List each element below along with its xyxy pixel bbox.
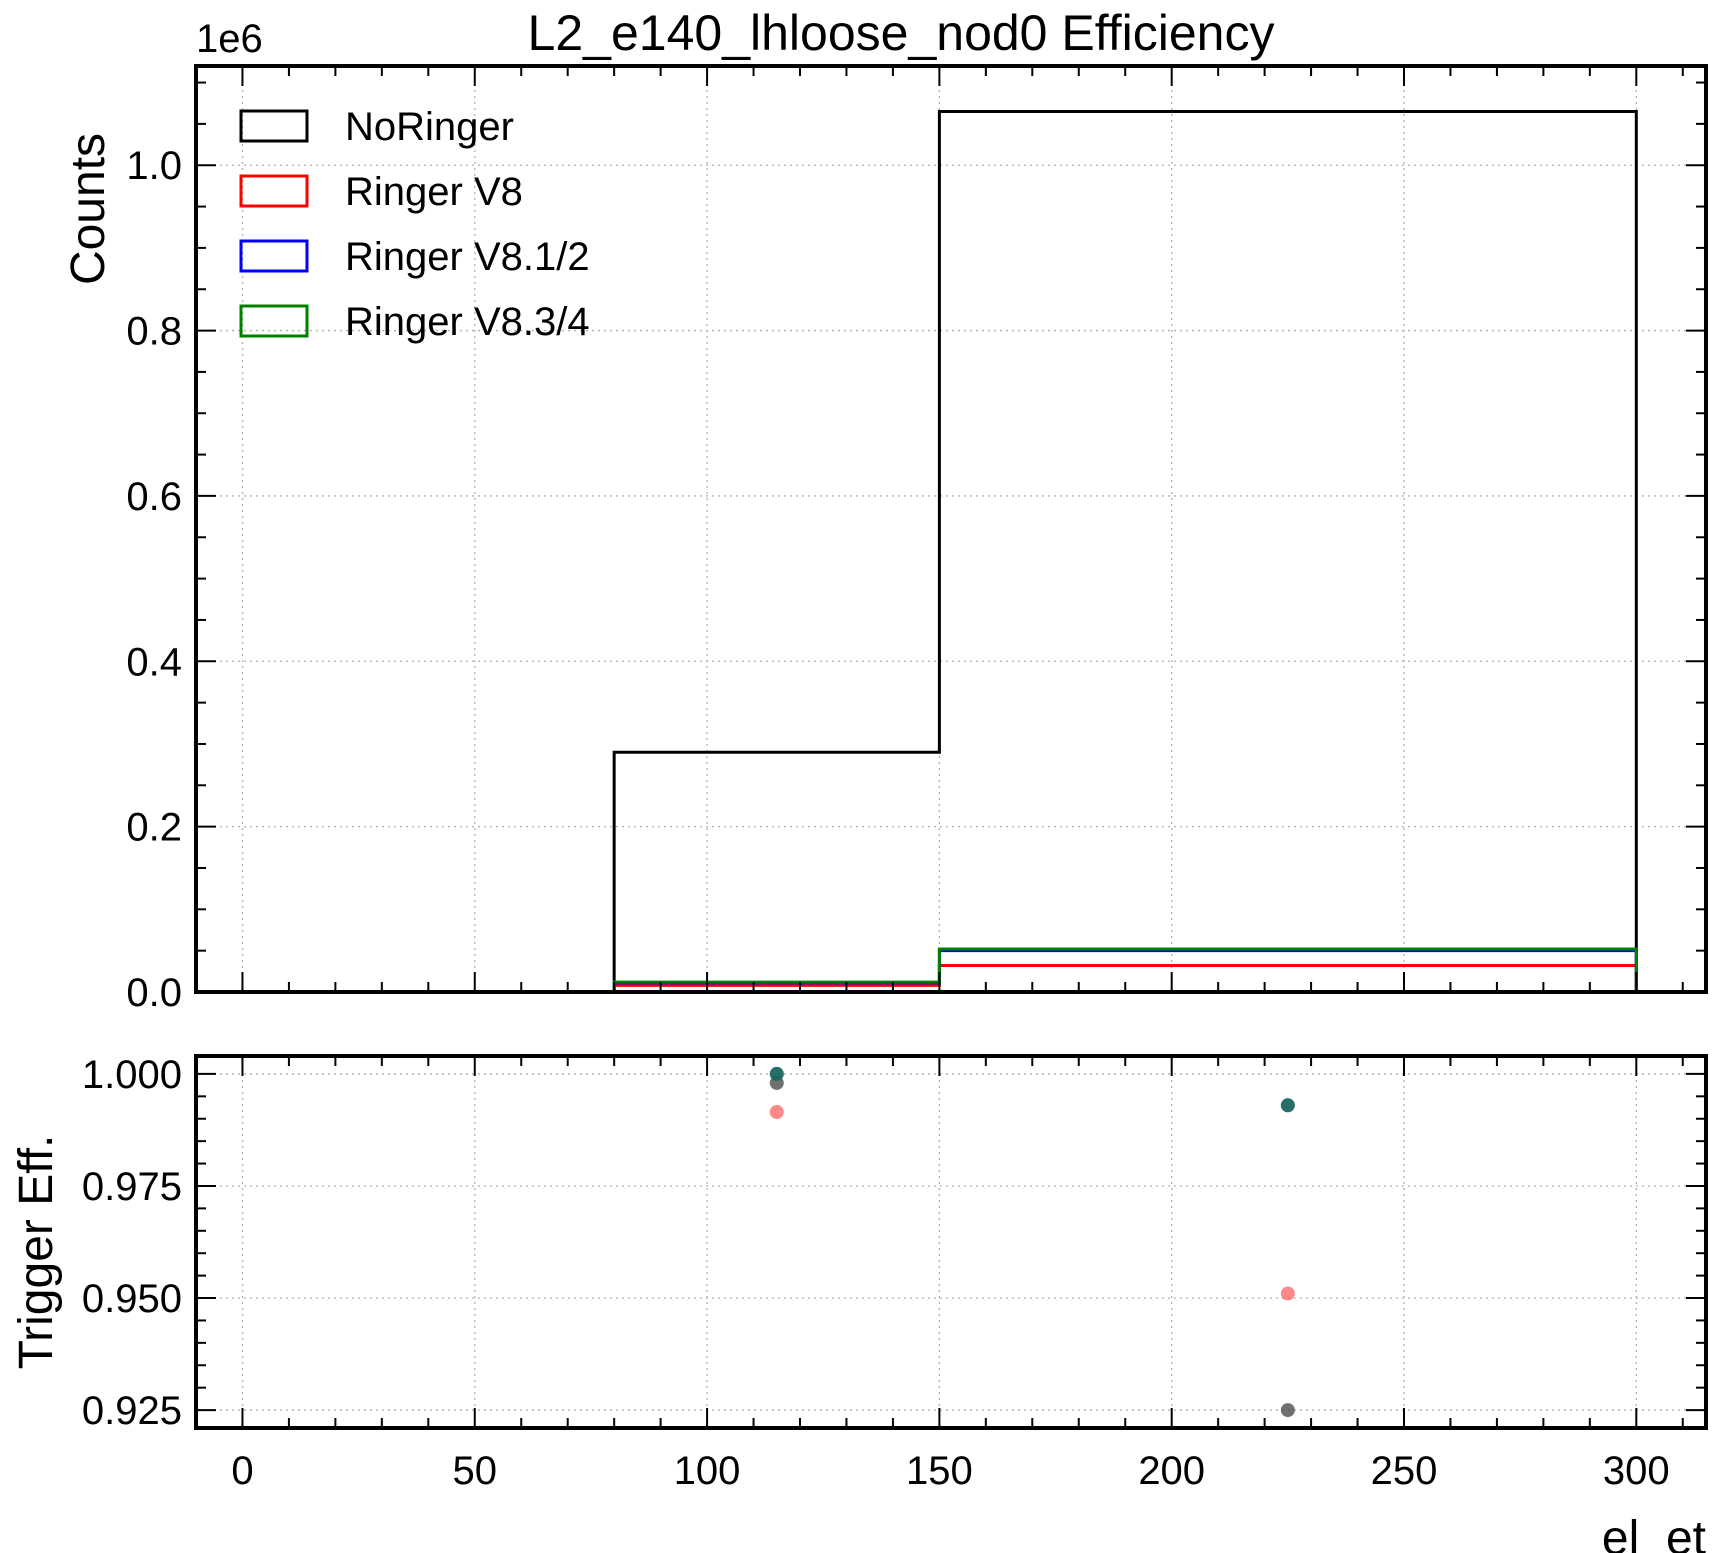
- counts-y-tick-labels: 0.0 0.2 0.4 0.6 0.8 1.0: [126, 144, 182, 1015]
- counts-panel: 0.0 0.2 0.4 0.6 0.8 1.0 1e6 L2_e140_lhloose_n…: [62, 5, 1708, 1015]
- x-tick-labels: 0 50 100 150 200 250 300: [231, 1449, 1669, 1493]
- legend-label-ringer-v8-1-2: Ringer V8.1/2: [345, 235, 590, 279]
- x-tick-label: 50: [453, 1449, 498, 1493]
- efficiency-y-tick-label: 0.925: [82, 1389, 182, 1433]
- counts-y-tick-label: 0.6: [126, 475, 182, 519]
- legend-swatch-ringer-v8: [239, 174, 309, 208]
- efficiency-point: [1280, 1286, 1295, 1301]
- efficiency-y-tick-labels: 0.925 0.950 0.975 1.000: [82, 1053, 182, 1433]
- legend: NoRinger Ringer V8 Ringer V8.1/2 Ringer V8.…: [239, 105, 590, 344]
- counts-y-tick-label: 0.0: [126, 971, 182, 1015]
- x-tick-label: 200: [1138, 1449, 1205, 1493]
- chart-title: L2_e140_lhloose_nod0 Efficiency: [528, 5, 1275, 61]
- counts-y-tick-label: 0.8: [126, 310, 182, 354]
- legend-label-noringer: NoRinger: [345, 105, 514, 149]
- legend-swatch-ringer-v8-1-2: [239, 239, 309, 273]
- efficiency-y-tick-label: 0.950: [82, 1277, 182, 1321]
- x-tick-label: 100: [674, 1449, 741, 1493]
- counts-y-axis-label: Counts: [62, 133, 115, 285]
- efficiency-y-tick-label: 0.975: [82, 1165, 182, 1209]
- efficiency-y-tick-label: 1.000: [82, 1053, 182, 1097]
- efficiency-point: [1280, 1098, 1295, 1113]
- efficiency-point: [769, 1105, 784, 1120]
- legend-label-ringer-v8-3-4: Ringer V8.3/4: [345, 300, 590, 344]
- legend-swatch-noringer: [239, 109, 309, 143]
- efficiency-y-axis-label: Trigger Eff.: [10, 1135, 63, 1370]
- histogram-steps: [612, 109, 1638, 992]
- counts-y-tick-label: 1.0: [126, 144, 182, 188]
- counts-plot-frame: [194, 64, 1708, 994]
- efficiency-plot-frame: [194, 1054, 1708, 1430]
- x-tick-label: 0: [231, 1449, 253, 1493]
- legend-label-ringer-v8: Ringer V8: [345, 170, 523, 214]
- y-offset-label: 1e6: [196, 17, 263, 61]
- efficiency-point: [769, 1066, 784, 1081]
- x-tick-label: 250: [1371, 1449, 1438, 1493]
- efficiency-points: [769, 1066, 1295, 1418]
- x-axis-label: el_et: [1602, 1512, 1706, 1553]
- counts-y-tick-label: 0.4: [126, 640, 182, 684]
- efficiency-point: [1280, 1403, 1295, 1418]
- efficiency-ticks: [195, 1056, 1706, 1428]
- histogram-noringer: [612, 109, 1638, 992]
- x-tick-label: 300: [1603, 1449, 1670, 1493]
- efficiency-grid: [196, 1056, 1706, 1428]
- legend-swatch-ringer-v8-3-4: [239, 304, 309, 338]
- x-tick-label: 150: [906, 1449, 973, 1493]
- counts-y-tick-label: 0.2: [126, 806, 182, 850]
